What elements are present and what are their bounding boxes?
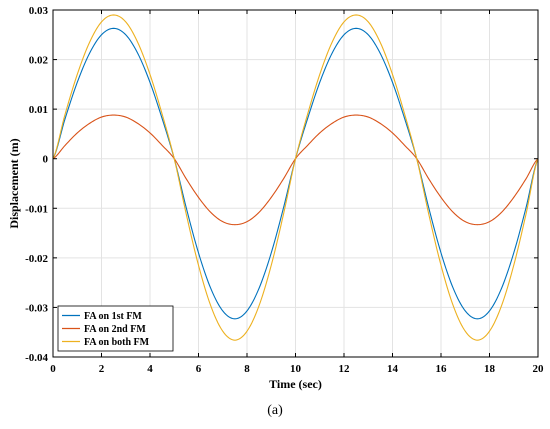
y-tick-label: 0.02 <box>29 55 49 67</box>
legend: FA on 1st FM FA on 2nd FM FA on both FM <box>57 305 174 352</box>
x-tick-label: 6 <box>196 363 202 375</box>
y-tick-label: 0.03 <box>29 5 49 17</box>
x-tick-label: 8 <box>244 363 250 375</box>
x-tick-label: 2 <box>99 363 105 375</box>
x-tick-label: 10 <box>290 363 302 375</box>
legend-label: FA on 1st FM <box>84 311 142 322</box>
grid <box>53 10 538 357</box>
x-axis-title: Time (sec) <box>269 377 322 391</box>
x-axis-ticks: 0 2 4 6 8 10 12 14 16 18 20 <box>50 10 544 375</box>
y-tick-label: -0.04 <box>25 352 48 364</box>
x-tick-label: 18 <box>484 363 496 375</box>
x-tick-label: 14 <box>387 363 399 375</box>
x-tick-label: 16 <box>436 363 448 375</box>
y-tick-label: 0 <box>43 154 49 166</box>
x-tick-label: 12 <box>339 363 351 375</box>
displacement-time-chart: 0 2 4 6 8 10 12 14 16 18 20 -0.04-0.03-0.02-0.0100… <box>7 5 544 391</box>
series-line <box>52 14 539 341</box>
legend-label: FA on both FM <box>84 337 150 348</box>
y-tick-label: -0.02 <box>25 253 48 265</box>
y-tick-label: 0.01 <box>29 104 48 116</box>
x-tick-label: 4 <box>147 363 153 375</box>
figure-caption: (a) <box>267 403 283 418</box>
y-axis-ticks: -0.04 -0.03 -0.02 -0.01 0 0.01 0.02 0.03 <box>25 5 538 364</box>
x-tick-label: 20 <box>533 363 545 375</box>
series-lines <box>52 14 539 341</box>
y-axis-title: Displacement (m) <box>7 138 21 228</box>
y-tick-label: -0.01 <box>25 203 48 215</box>
y-tick-label: -0.03 <box>25 302 48 314</box>
legend-label: FA on 2nd FM <box>84 324 146 335</box>
x-tick-label: 0 <box>50 363 56 375</box>
